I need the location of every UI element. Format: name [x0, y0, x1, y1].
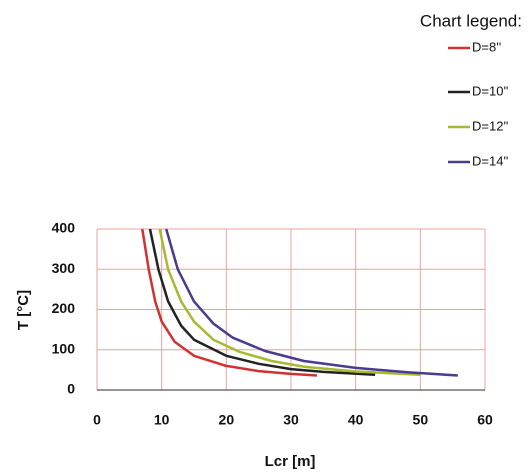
- legend-label: D=14'': [472, 153, 508, 168]
- legend-label: D=8'': [472, 39, 501, 54]
- x-tick-label: 0: [93, 412, 101, 428]
- y-tick-label: 200: [52, 300, 76, 316]
- legend-label: D=12'': [472, 118, 508, 133]
- x-tick-label: 40: [348, 412, 364, 428]
- x-tick-label: 10: [154, 412, 170, 428]
- y-tick-label: 300: [52, 260, 76, 276]
- y-tick-label: 0: [67, 381, 75, 397]
- legend-title: Chart legend:: [420, 11, 522, 30]
- line-series: [148, 228, 376, 376]
- line-series: [164, 228, 458, 377]
- x-axis-label: Lcr [m]: [265, 453, 316, 470]
- x-tick-label: 60: [477, 412, 493, 428]
- y-tick-label: 400: [52, 220, 76, 236]
- y-axis-label: T [°C]: [15, 290, 32, 330]
- legend-label: D=10'': [472, 83, 508, 98]
- x-tick-label: 50: [413, 412, 429, 428]
- x-tick-label: 20: [219, 412, 235, 428]
- y-tick-label: 100: [52, 340, 76, 356]
- x-tick-label: 30: [283, 412, 299, 428]
- line-series: [158, 228, 421, 376]
- line-series: [141, 228, 317, 377]
